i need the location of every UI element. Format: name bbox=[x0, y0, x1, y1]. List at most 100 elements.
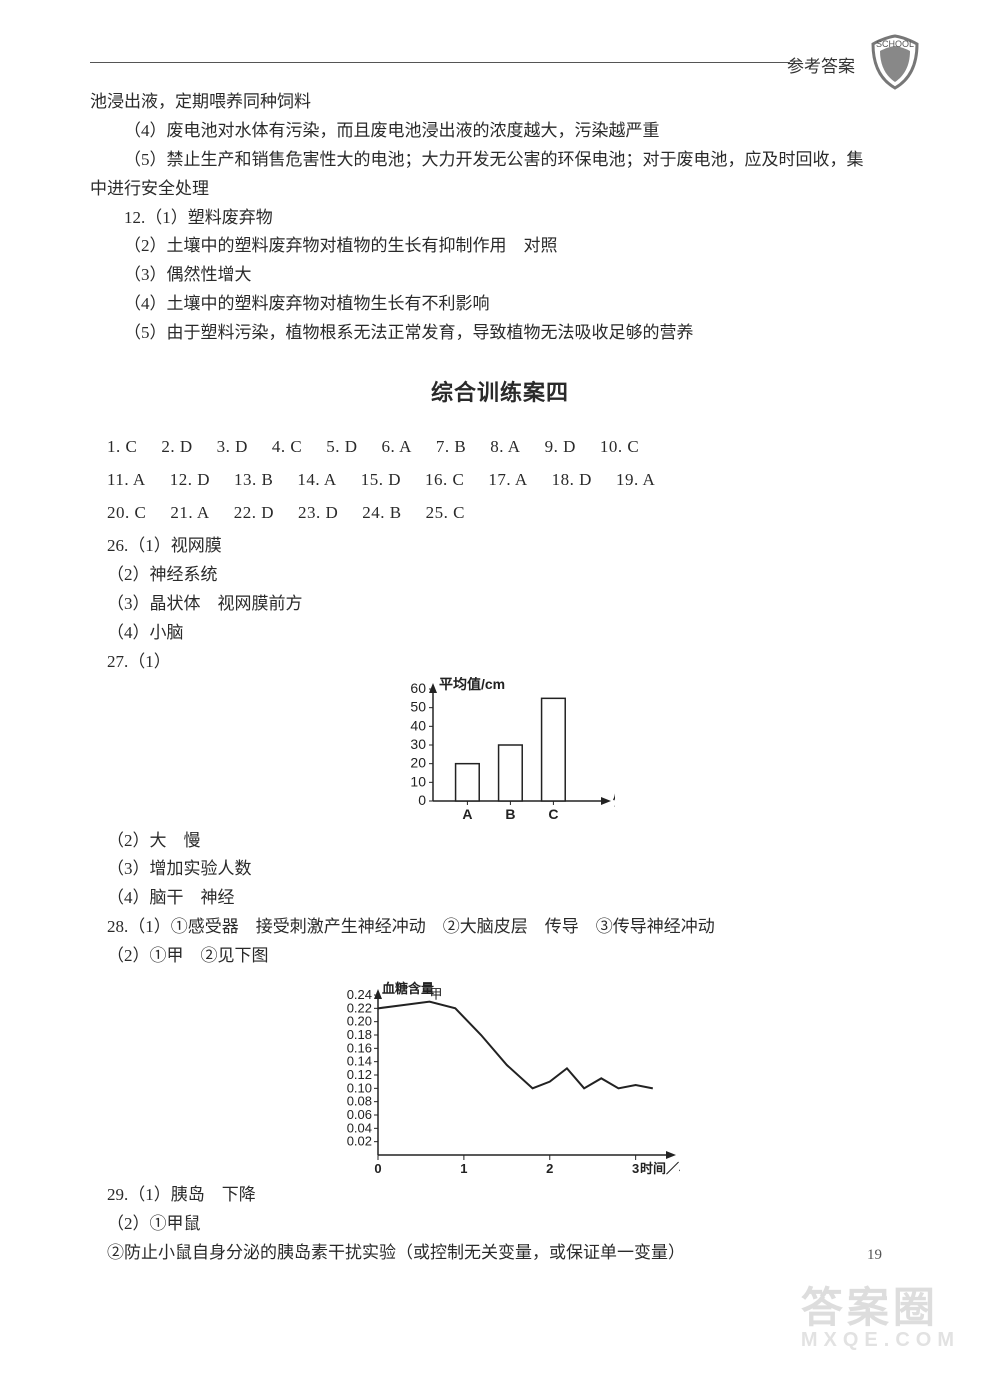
mc-item: 5. D bbox=[326, 433, 357, 462]
mc-item: 22. D bbox=[234, 499, 274, 528]
mc-item: 19. A bbox=[616, 466, 655, 495]
header: 参考答案 SCHOOL bbox=[90, 50, 910, 80]
q29-block: 29.（1）胰岛 下降（2）①甲鼠②防止小鼠自身分泌的胰岛素干扰实验（或控制无关… bbox=[90, 1181, 910, 1268]
text-line: ②防止小鼠自身分泌的胰岛素干扰实验（或控制无关变量，或保证单一变量） bbox=[90, 1239, 910, 1268]
text-line: （2）土壤中的塑料废弃物对植物的生长有抑制作用 对照 bbox=[90, 232, 910, 261]
svg-text:0.20: 0.20 bbox=[347, 1014, 372, 1029]
page-number: 19 bbox=[867, 1247, 882, 1264]
svg-text:饮酒量: 饮酒量 bbox=[612, 793, 615, 809]
mc-item: 24. B bbox=[362, 499, 401, 528]
svg-text:0.14: 0.14 bbox=[347, 1054, 372, 1069]
section-title: 综合训练案四 bbox=[90, 374, 910, 411]
text-line: 26.（1）视网膜 bbox=[90, 532, 910, 561]
text-line: （2）大 慢 bbox=[90, 827, 910, 856]
svg-text:0.16: 0.16 bbox=[347, 1040, 372, 1055]
svg-text:0: 0 bbox=[418, 792, 426, 808]
text-line: 12.（1）塑料废弃物 bbox=[90, 204, 910, 233]
svg-text:0.10: 0.10 bbox=[347, 1080, 372, 1095]
svg-text:0.12: 0.12 bbox=[347, 1067, 372, 1082]
svg-text:血糖含量: 血糖含量 bbox=[382, 981, 434, 996]
mc-item: 23. D bbox=[298, 499, 338, 528]
text-line: （5）由于塑料污染，植物根系无法正常发育，导致植物无法吸收足够的营养 bbox=[90, 319, 910, 348]
svg-text:10: 10 bbox=[410, 773, 426, 789]
multiple-choice-answers: 1. C 2. D 3. D 4. C 5. D 6. A 7. B 8. A 9. D 10. … bbox=[90, 433, 910, 528]
text-line: 29.（1）胰岛 下降 bbox=[90, 1181, 910, 1210]
text-line: （3）偶然性增大 bbox=[90, 261, 910, 290]
school-badge-icon: SCHOOL bbox=[865, 32, 925, 92]
mc-item: 7. B bbox=[436, 433, 466, 462]
q27-cont-q28-block: （2）大 慢（3）增加实验人数（4）脑干 神经28.（1）①感受器 接受刺激产生… bbox=[90, 827, 910, 971]
top-text-block: 池浸出液，定期喂养同种饲料（4）废电池对水体有污染，而且废电池浸出液的浓度越大，… bbox=[90, 88, 910, 348]
text-line: 中进行安全处理 bbox=[90, 175, 910, 204]
mc-item: 21. A bbox=[170, 499, 209, 528]
svg-text:50: 50 bbox=[410, 698, 426, 714]
svg-text:0.24: 0.24 bbox=[347, 987, 372, 1002]
mc-item: 3. D bbox=[217, 433, 248, 462]
svg-text:60: 60 bbox=[410, 680, 426, 696]
text-line: 27.（1） bbox=[90, 648, 910, 677]
svg-text:B: B bbox=[505, 806, 515, 822]
text-line: 28.（1）①感受器 接受刺激产生神经冲动 ②大脑皮层 传导 ③传导神经冲动 bbox=[90, 913, 910, 942]
header-rule-line bbox=[90, 62, 790, 63]
line-chart: 0.020.040.060.080.100.120.140.160.180.20… bbox=[320, 981, 680, 1181]
mc-item: 6. A bbox=[382, 433, 412, 462]
text-line: （2）①甲鼠 bbox=[90, 1210, 910, 1239]
text-line: （3）晶状体 视网膜前方 bbox=[90, 590, 910, 619]
svg-text:30: 30 bbox=[410, 736, 426, 752]
mc-item: 25. C bbox=[426, 499, 465, 528]
text-line: 池浸出液，定期喂养同种饲料 bbox=[90, 88, 910, 117]
watermark-sub: MXQE.COM bbox=[801, 1329, 960, 1352]
mc-row: 1. C 2. D 3. D 4. C 5. D 6. A 7. B 8. A 9. D 10. … bbox=[90, 433, 910, 462]
mc-item: 12. D bbox=[170, 466, 210, 495]
text-line: （5）禁止生产和销售危害性大的电池；大力开发无公害的环保电池；对于废电池，应及时… bbox=[90, 146, 910, 175]
text-line: （2）神经系统 bbox=[90, 561, 910, 590]
mc-row: 11. A 12. D 13. B 14. A 15. D 16. C 17. A 18. D… bbox=[90, 466, 910, 495]
svg-text:0: 0 bbox=[374, 1161, 381, 1176]
mc-item: 1. C bbox=[107, 433, 137, 462]
mc-item: 18. D bbox=[552, 466, 592, 495]
text-line: （3）增加实验人数 bbox=[90, 855, 910, 884]
text-line: （4）小脑 bbox=[90, 619, 910, 648]
svg-text:0.22: 0.22 bbox=[347, 1000, 372, 1015]
bar-chart: 0 10 20 30 40 50 60 平均值/cm A B C 饮酒量 bbox=[385, 677, 615, 827]
watermark: 答案圈 MXQE.COM bbox=[801, 1274, 960, 1352]
watermark-main: 答案圈 bbox=[801, 1284, 939, 1331]
q26-q27-block: 26.（1）视网膜（2）神经系统（3）晶状体 视网膜前方（4）小脑27.（1） bbox=[90, 532, 910, 676]
text-line: （4）废电池对水体有污染，而且废电池浸出液的浓度越大，污染越严重 bbox=[90, 117, 910, 146]
svg-text:0.18: 0.18 bbox=[347, 1027, 372, 1042]
mc-item: 17. A bbox=[488, 466, 527, 495]
mc-item: 8. A bbox=[490, 433, 520, 462]
text-line: （4）脑干 神经 bbox=[90, 884, 910, 913]
page: 参考答案 SCHOOL 池浸出液，定期喂养同种饲料（4）废电池对水体有污染，而且… bbox=[0, 0, 1000, 1382]
text-line: （4）土壤中的塑料废弃物对植物生长有不利影响 bbox=[90, 290, 910, 319]
mc-row: 20. C 21. A 22. D 23. D 24. B 25. C bbox=[90, 499, 910, 528]
svg-text:1: 1 bbox=[460, 1161, 467, 1176]
svg-text:C: C bbox=[548, 806, 558, 822]
mc-item: 13. B bbox=[234, 466, 273, 495]
svg-text:0.08: 0.08 bbox=[347, 1094, 372, 1109]
svg-text:0.06: 0.06 bbox=[347, 1107, 372, 1122]
svg-text:A: A bbox=[462, 806, 472, 822]
mc-item: 11. A bbox=[107, 466, 146, 495]
mc-item: 16. C bbox=[425, 466, 464, 495]
svg-text:甲: 甲 bbox=[430, 986, 443, 1001]
svg-text:0.02: 0.02 bbox=[347, 1134, 372, 1149]
mc-item: 14. A bbox=[297, 466, 336, 495]
mc-item: 15. D bbox=[361, 466, 401, 495]
svg-text:20: 20 bbox=[410, 754, 426, 770]
svg-text:时间／小时: 时间／小时 bbox=[640, 1161, 680, 1176]
mc-item: 9. D bbox=[545, 433, 576, 462]
mc-item: 20. C bbox=[107, 499, 146, 528]
svg-text:0.04: 0.04 bbox=[347, 1120, 372, 1135]
svg-text:2: 2 bbox=[546, 1161, 553, 1176]
svg-text:3: 3 bbox=[632, 1161, 639, 1176]
text-line: （2）①甲 ②见下图 bbox=[90, 942, 910, 971]
content: 池浸出液，定期喂养同种饲料（4）废电池对水体有污染，而且废电池浸出液的浓度越大，… bbox=[90, 88, 910, 1268]
svg-text:40: 40 bbox=[410, 717, 426, 733]
header-label: 参考答案 bbox=[787, 52, 855, 77]
svg-text:平均值/cm: 平均值/cm bbox=[439, 677, 505, 692]
svg-text:SCHOOL: SCHOOL bbox=[876, 39, 914, 49]
mc-item: 10. C bbox=[600, 433, 639, 462]
mc-item: 4. C bbox=[272, 433, 302, 462]
mc-item: 2. D bbox=[161, 433, 192, 462]
